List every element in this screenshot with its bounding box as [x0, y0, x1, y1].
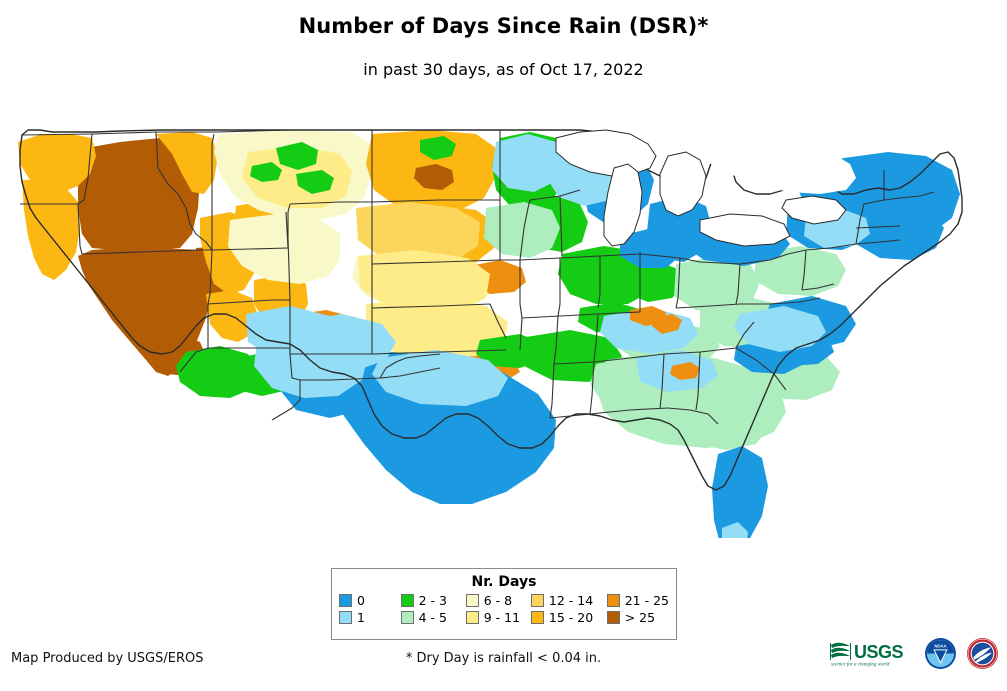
legend-swatch-8 [606, 594, 620, 607]
region-okla-green [476, 334, 544, 368]
region-iowa-palegreen [484, 202, 560, 258]
footer-footnote: * Dry Day is rainfall < 0.04 in. [405, 651, 602, 666]
region-idaho-north-orange [156, 132, 218, 194]
nws-logo[interactable] [966, 637, 999, 670]
lake-ontario [781, 195, 847, 225]
region-indiana-green [628, 262, 684, 302]
legend-swatch-1 [339, 611, 352, 624]
region-florida-blue [712, 446, 768, 552]
legend-label-9: > 25 [624, 610, 656, 625]
region-okla-lightblue [372, 350, 508, 406]
region-penn-palegreen [754, 246, 846, 296]
region-nd-green-patch [420, 136, 456, 160]
legend-swatch-7 [530, 611, 544, 624]
legend-item-2[interactable]: 2 - 3 [400, 593, 456, 608]
region-montana-green-patch2 [296, 170, 334, 194]
lake-superior [555, 129, 657, 177]
legend-swatch-6 [530, 594, 544, 607]
footer-footnote-wrap: * Dry Day is rainfall < 0.04 in. [0, 651, 1007, 666]
region-kansas-yellow [366, 298, 508, 358]
legend-label-8: 21 - 25 [624, 593, 670, 608]
legend-label-4: 6 - 8 [483, 593, 513, 608]
legend-columns: 0 1 2 - 3 4 - 5 [332, 593, 676, 625]
legend-label-0: 0 [357, 593, 365, 608]
page-subtitle: in past 30 days, as of Oct 17, 2022 [363, 60, 644, 79]
legend-swatch-2 [400, 594, 414, 607]
region-oregon-idaho-dry [78, 138, 200, 250]
lake-michigan [603, 163, 643, 247]
legend-column-1: 0 1 [339, 593, 391, 625]
legend-item-3[interactable]: 4 - 5 [400, 610, 456, 625]
legend-swatch-3 [400, 611, 414, 624]
region-washington-orange [18, 134, 96, 192]
legend: Nr. Days 0 1 2 - 3 4 - 5 [331, 568, 677, 640]
legend-label-7: 15 - 20 [548, 610, 594, 625]
region-la-orange-speckle [670, 362, 700, 380]
noaa-wordmark: NOAA [934, 643, 946, 648]
legend-swatch-9 [606, 611, 620, 624]
region-wyoming-cream [228, 214, 340, 284]
region-sd-yellow [356, 202, 480, 264]
agency-logos: USGS science for a changing world NOAA [829, 637, 999, 670]
ocean-mask [0, 108, 1007, 558]
legend-swatch-0 [339, 594, 352, 607]
region-nebraska-yellow [358, 250, 490, 312]
usgs-logo[interactable]: USGS science for a changing world [829, 639, 915, 669]
region-midatl-lightblue [734, 306, 826, 352]
region-ky-orange-speckle2 [652, 314, 682, 334]
legend-item-4[interactable]: 6 - 8 [465, 593, 521, 608]
region-montana-green-patch3 [250, 162, 282, 182]
legend-swatch-5 [465, 611, 479, 624]
lake-erie [699, 213, 791, 247]
noaa-logo[interactable]: NOAA [924, 637, 957, 670]
legend-column-2: 2 - 3 4 - 5 [400, 593, 456, 625]
page-title: Number of Days Since Rain (DSR)* [298, 14, 709, 38]
conus-choropleth-map[interactable] [0, 108, 1007, 558]
usgs-tagline: science for a changing world [831, 662, 890, 667]
svg-text:USGS: USGS [854, 642, 904, 662]
legend-item-6[interactable]: 12 - 14 [530, 593, 597, 608]
state-borders-layer [20, 129, 935, 425]
legend-swatch-4 [465, 594, 479, 607]
legend-item-8[interactable]: 21 - 25 [606, 593, 670, 608]
legend-label-6: 12 - 14 [548, 593, 594, 608]
legend-item-7[interactable]: 15 - 20 [530, 610, 597, 625]
legend-column-3: 6 - 8 9 - 11 [465, 593, 521, 625]
legend-column-4: 12 - 14 15 - 20 [530, 593, 597, 625]
legend-item-1[interactable]: 1 [339, 610, 391, 625]
legend-label-3: 4 - 5 [418, 610, 447, 625]
region-illinois-lake-blue [620, 228, 680, 268]
nws-wind-swirl [973, 647, 991, 660]
footer-credit: Map Produced by USGS/EROS [11, 651, 204, 666]
legend-item-5[interactable]: 9 - 11 [465, 610, 521, 625]
region-texas-south-blue [420, 430, 512, 498]
region-dakota-darkbrown [414, 164, 454, 190]
region-minnesota-lightblue [492, 134, 566, 192]
usgs-wave-icon [830, 642, 851, 660]
legend-label-1: 1 [357, 610, 365, 625]
region-colorado-lightblue [294, 314, 396, 370]
legend-title: Nr. Days [471, 574, 537, 590]
legend-column-5: 21 - 25 > 25 [606, 593, 670, 625]
region-montana-green-patch [276, 142, 318, 170]
legend-label-5: 9 - 11 [483, 610, 521, 625]
legend-item-9[interactable]: > 25 [606, 610, 669, 625]
lake-huron [659, 151, 707, 217]
lakes-canada-fill [648, 130, 856, 194]
legend-item-0[interactable]: 0 [339, 593, 391, 608]
legend-label-2: 2 - 3 [418, 593, 447, 608]
map-container[interactable] [0, 108, 1007, 558]
